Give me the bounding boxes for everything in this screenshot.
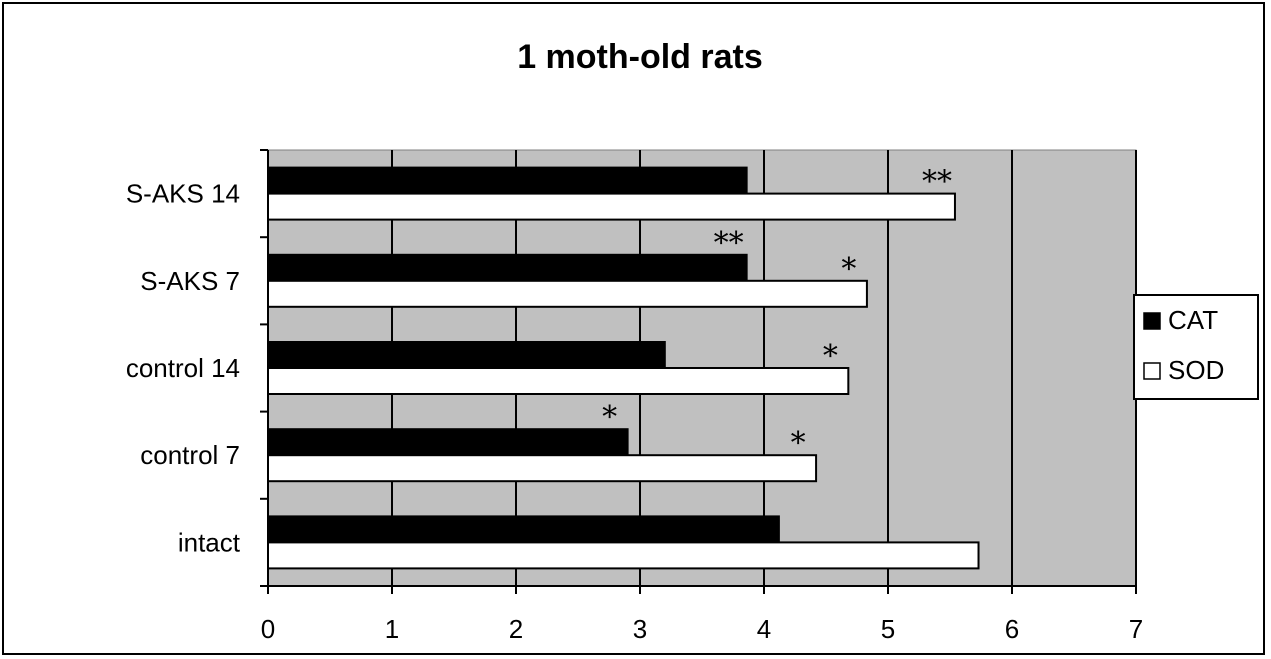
bar-cat xyxy=(267,166,748,195)
category-label: S-AKS 7 xyxy=(140,266,240,296)
bar-sod xyxy=(267,192,956,221)
bar-cat xyxy=(267,341,666,369)
bar-cat xyxy=(267,253,748,282)
significance-marker: * xyxy=(791,426,806,461)
significance-marker: * xyxy=(841,252,856,287)
x-tick-label: 3 xyxy=(633,614,647,644)
x-tick-label: 1 xyxy=(385,614,399,644)
x-tick-label: 2 xyxy=(509,614,523,644)
x-tick-label: 7 xyxy=(1129,614,1143,644)
bar-sod xyxy=(267,367,850,395)
legend-swatch-cat xyxy=(1143,312,1161,330)
significance-marker: * xyxy=(602,400,617,435)
significance-marker: ** xyxy=(922,165,952,200)
legend-swatch-sod xyxy=(1143,362,1161,380)
category-label: intact xyxy=(178,527,241,557)
x-tick-label: 5 xyxy=(881,614,895,644)
bar-cat xyxy=(267,428,629,457)
x-tick-label: 0 xyxy=(261,614,275,644)
category-label: control 7 xyxy=(140,440,240,470)
bar-cat xyxy=(267,515,780,544)
bar-sod xyxy=(267,541,980,570)
legend-label-cat: CAT xyxy=(1168,305,1218,335)
x-tick-label: 6 xyxy=(1005,614,1019,644)
chart-title: 1 moth-old rats xyxy=(517,38,763,76)
category-label: control 14 xyxy=(126,353,240,383)
legend-label-sod: SOD xyxy=(1168,355,1224,385)
plot-area: 0 1 2 3 4 5 6 7 intact control 7 control 14 S-AKS 7… xyxy=(126,149,1143,644)
significance-marker: ** xyxy=(714,226,744,261)
category-label: S-AKS 14 xyxy=(126,179,240,209)
legend: CAT SOD xyxy=(1133,294,1259,400)
bar-sod xyxy=(267,454,818,483)
significance-marker: * xyxy=(823,339,838,374)
x-tick-label: 4 xyxy=(757,614,771,644)
bar-sod xyxy=(267,279,868,308)
